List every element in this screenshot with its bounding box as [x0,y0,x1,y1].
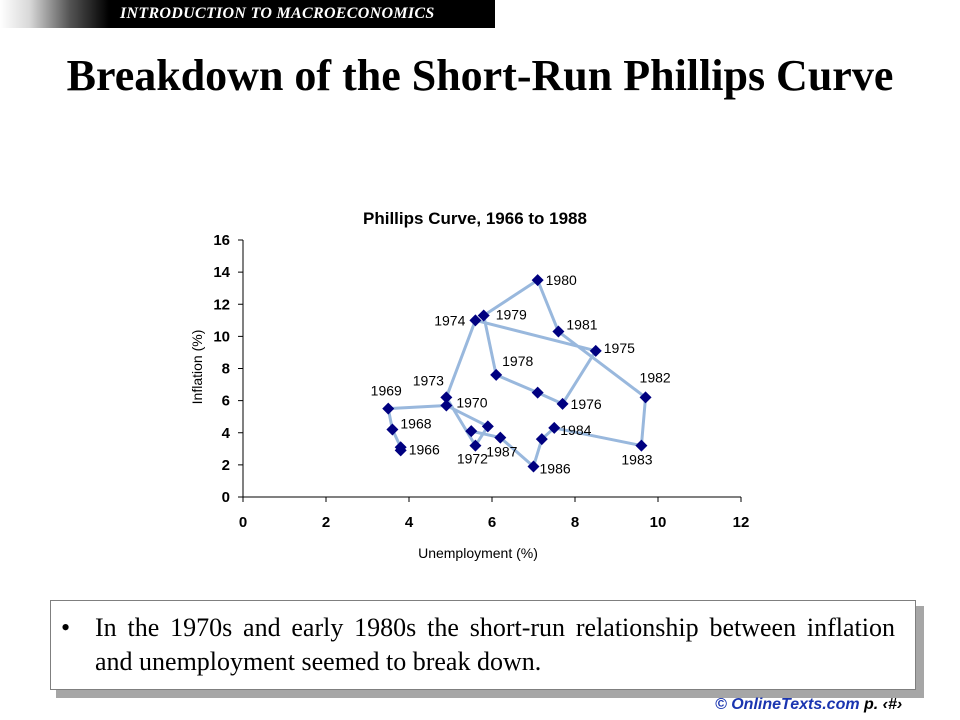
y-tick-label: 6 [222,393,230,410]
data-label-1987: 1987 [486,444,517,460]
data-point-1980 [531,274,544,287]
data-point-1985 [535,433,548,446]
data-point-1976 [556,397,569,410]
data-label-1982: 1982 [640,369,671,385]
data-point-1978 [490,368,503,381]
y-tick-label: 14 [213,264,230,281]
x-axis-label: Unemployment (%) [418,545,538,561]
data-label-1975: 1975 [604,340,635,356]
y-tick-label: 10 [213,328,230,345]
data-label-1983: 1983 [621,452,652,468]
x-tick-label: 10 [650,514,667,531]
data-point-1969 [382,402,395,415]
y-axis-label: Inflation (%) [189,330,205,405]
note-text: In the 1970s and early 1980s the short-r… [95,613,895,676]
data-point-1975 [589,344,602,357]
data-point-1973 [440,391,453,404]
data-point-1971 [481,420,494,433]
y-tick-label: 16 [213,232,230,249]
y-tick-label: 8 [222,361,230,378]
footer-site[interactable]: © OnlineTexts.com [715,696,860,713]
data-point-1987 [494,431,507,444]
chart-title: Phillips Curve, 1966 to 1988 [363,209,587,228]
data-label-1980: 1980 [546,272,577,288]
y-tick-label: 4 [222,425,231,442]
data-label-1974: 1974 [434,312,465,328]
data-label-1966: 1966 [409,441,440,457]
phillips-curve-chart: Phillips Curve, 1966 to 1988 0 2 4 6 8 10 12 0 2… [189,209,749,561]
data-point-1972 [469,439,482,452]
x-tick-label: 4 [405,514,414,531]
y-tick-label: 12 [213,296,230,313]
data-label-1970: 1970 [456,394,487,410]
course-title: INTRODUCTION TO MACROECONOMICS [120,5,435,22]
x-tick-label: 2 [322,514,330,531]
data-point-1967 [394,441,407,454]
course-banner: INTRODUCTION TO MACROECONOMICS [0,0,495,28]
data-point-1982 [639,391,652,404]
x-tick-label: 6 [488,514,496,531]
data-labels: 1966 1968 1969 1970 1972 1973 1974 1975 1976 1978… [371,272,671,476]
x-tick-label: 12 [733,514,750,531]
data-label-1984: 1984 [560,422,591,438]
data-label-1978: 1978 [502,353,533,369]
footer-page: p. ‹#› [864,696,903,713]
data-point-1981 [552,325,565,338]
data-label-1979: 1979 [496,306,527,322]
data-label-1968: 1968 [400,416,431,432]
bullet-marker: • [61,613,71,642]
data-label-1973: 1973 [413,372,444,388]
y-tick-label: 0 [222,489,230,506]
data-label-1981: 1981 [566,317,597,333]
data-point-1977 [531,386,544,399]
footer: © OnlineTexts.com p. ‹#› [715,696,902,714]
data-point-1984 [548,421,561,434]
data-point-1983 [635,439,648,452]
data-point-1970 [440,399,453,412]
slide-title: Breakdown of the Short-Run Phillips Curv… [66,51,894,100]
note-box: • In the 1970s and early 1980s the short… [50,600,916,690]
data-point-1974 [469,314,482,327]
data-label-1986: 1986 [540,460,571,476]
chart-axes [238,239,742,502]
data-markers [382,274,652,473]
data-label-1976: 1976 [571,396,602,412]
y-tick-label: 2 [222,457,230,474]
chart-tick-labels: 0 2 4 6 8 10 12 0 2 4 6 8 10 12 14 16 [213,232,749,531]
data-point-1979 [477,309,490,322]
data-point-1986 [527,460,540,473]
x-tick-label: 0 [239,514,247,531]
data-point-1968 [386,423,399,436]
data-label-1972: 1972 [457,451,488,467]
data-label-1969: 1969 [371,383,402,399]
data-point-1988 [465,425,478,438]
x-tick-label: 8 [571,514,579,531]
